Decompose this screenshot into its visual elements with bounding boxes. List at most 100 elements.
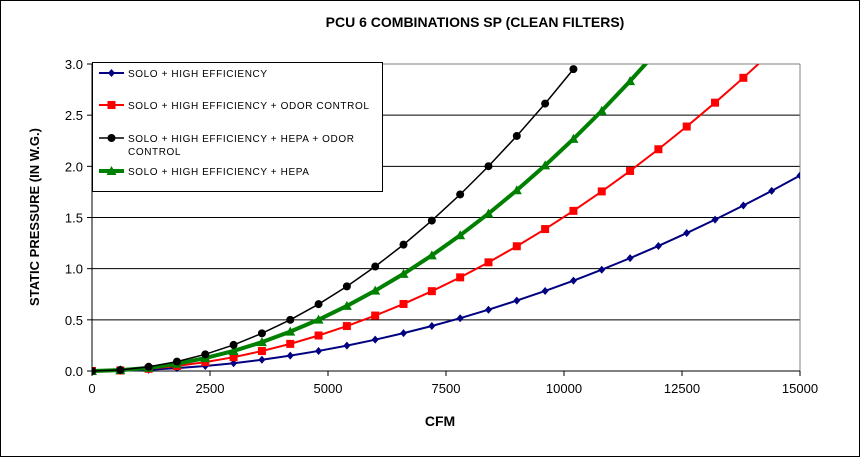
y-tick-label: 1.5 bbox=[65, 211, 83, 226]
data-point bbox=[315, 346, 323, 355]
legend-marker bbox=[108, 69, 115, 77]
x-tick-label: 5000 bbox=[314, 381, 343, 396]
legend-label: SOLO + HIGH EFFICIENCY + HEPA bbox=[128, 167, 310, 178]
y-tick-label: 3.0 bbox=[65, 57, 83, 72]
data-point bbox=[596, 105, 607, 115]
data-point bbox=[511, 185, 522, 195]
data-point bbox=[796, 171, 800, 180]
data-point bbox=[286, 339, 295, 348]
x-tick-label: 7500 bbox=[432, 381, 461, 396]
legend-marker bbox=[107, 101, 116, 109]
data-point bbox=[541, 225, 550, 234]
data-point bbox=[626, 166, 635, 175]
data-point bbox=[682, 122, 691, 131]
y-axis-label: STATIC PRESSURE (IN W.G.) bbox=[27, 128, 42, 306]
data-point bbox=[371, 335, 379, 344]
data-point bbox=[569, 65, 578, 74]
data-point bbox=[569, 276, 577, 285]
data-point bbox=[371, 262, 380, 271]
data-point bbox=[484, 305, 492, 314]
data-point bbox=[285, 326, 296, 336]
data-point bbox=[201, 350, 210, 359]
x-tick-label: 0 bbox=[88, 381, 95, 396]
data-point bbox=[598, 265, 606, 274]
series-line bbox=[92, 174, 800, 372]
data-point bbox=[229, 353, 238, 362]
data-point bbox=[512, 131, 521, 140]
data-point bbox=[400, 329, 408, 338]
data-point bbox=[597, 187, 606, 196]
data-point bbox=[654, 145, 663, 154]
legend-marker bbox=[107, 134, 116, 142]
data-point bbox=[426, 250, 437, 260]
data-point bbox=[512, 242, 521, 251]
data-point bbox=[230, 359, 238, 368]
data-point bbox=[711, 98, 720, 107]
data-point bbox=[739, 201, 747, 210]
y-tick-label: 2.0 bbox=[65, 159, 83, 174]
data-point bbox=[256, 337, 267, 347]
data-point bbox=[257, 329, 266, 338]
y-tick-label: 0.5 bbox=[65, 313, 83, 328]
data-point bbox=[541, 286, 549, 295]
data-point bbox=[513, 296, 521, 305]
data-point bbox=[286, 351, 294, 360]
y-tick-label: 0.0 bbox=[65, 364, 83, 379]
data-point bbox=[456, 273, 465, 282]
data-point bbox=[626, 254, 634, 263]
data-point bbox=[484, 162, 493, 171]
data-point bbox=[683, 229, 691, 238]
data-point bbox=[343, 341, 351, 350]
data-point bbox=[455, 230, 466, 240]
legend-label: CONTROL bbox=[128, 147, 181, 158]
data-point bbox=[92, 367, 96, 375]
data-point bbox=[625, 76, 636, 86]
data-point bbox=[399, 240, 408, 249]
data-point bbox=[314, 331, 323, 340]
series-diamond bbox=[92, 171, 800, 375]
data-point bbox=[427, 216, 436, 225]
legend-marker bbox=[106, 166, 117, 175]
data-point bbox=[342, 322, 351, 331]
data-point bbox=[739, 73, 748, 82]
data-point bbox=[456, 190, 465, 199]
series-line bbox=[92, 68, 575, 372]
data-point bbox=[540, 160, 551, 170]
data-point bbox=[768, 186, 776, 195]
x-axis-label: CFM bbox=[425, 413, 455, 429]
data-point bbox=[541, 99, 550, 108]
data-point bbox=[116, 365, 125, 374]
data-point bbox=[370, 285, 381, 295]
x-tick-label: 12500 bbox=[664, 381, 700, 396]
data-point bbox=[399, 299, 408, 308]
data-point bbox=[484, 258, 493, 267]
data-point bbox=[427, 287, 436, 296]
data-point bbox=[228, 345, 239, 355]
data-point bbox=[654, 241, 662, 250]
series-circle bbox=[92, 65, 578, 375]
legend-label: SOLO + HIGH EFFICIENCY + HEPA + ODOR bbox=[128, 134, 355, 145]
data-point bbox=[342, 282, 351, 291]
data-point bbox=[172, 357, 181, 366]
legend-label: SOLO + HIGH EFFICIENCY bbox=[128, 69, 268, 80]
data-point bbox=[144, 362, 153, 371]
legend-label: SOLO + HIGH EFFICIENCY + ODOR CONTROL bbox=[128, 101, 370, 112]
legend-box bbox=[92, 62, 383, 192]
data-point bbox=[229, 340, 238, 349]
data-point bbox=[314, 300, 323, 309]
y-tick-label: 2.5 bbox=[65, 108, 83, 123]
data-point bbox=[286, 315, 295, 324]
chart-title: PCU 6 COMBINATIONS SP (CLEAN FILTERS) bbox=[326, 14, 625, 30]
data-point bbox=[568, 133, 579, 143]
data-point bbox=[428, 321, 436, 330]
y-tick-label: 1.0 bbox=[65, 262, 83, 277]
data-point bbox=[456, 314, 464, 323]
data-point bbox=[398, 268, 409, 278]
x-tick-label: 10000 bbox=[546, 381, 582, 396]
data-point bbox=[371, 311, 380, 320]
x-tick-label: 15000 bbox=[782, 381, 818, 396]
data-point bbox=[313, 314, 324, 324]
data-point bbox=[257, 347, 266, 356]
